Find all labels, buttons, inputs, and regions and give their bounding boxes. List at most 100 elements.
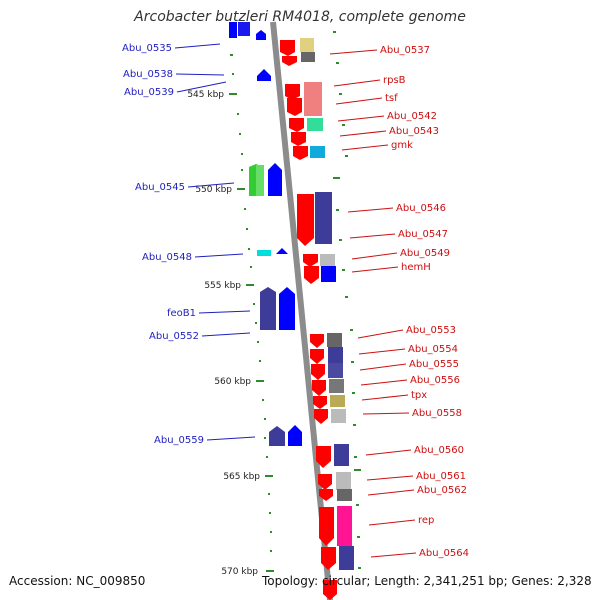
gene-feature[interactable] [321,266,336,282]
gene-label[interactable]: Abu_0554 [408,344,458,355]
minus-strand-genes [280,38,354,600]
gene-label[interactable]: Abu_0564 [419,548,469,559]
gene-feature[interactable] [312,380,326,396]
gene-label[interactable]: tsf [385,93,398,104]
gene-feature[interactable] [310,334,324,348]
gene-label[interactable]: feoB1 [167,308,196,319]
gene-feature[interactable] [310,349,324,364]
scale-label: 565 kbp [223,472,260,482]
gene-feature[interactable] [328,347,343,363]
gene-feature[interactable] [269,426,285,446]
gene-feature[interactable] [285,84,300,100]
gene-feature[interactable] [334,444,349,466]
gene-feature[interactable] [260,287,276,330]
gene-feature[interactable] [257,250,271,256]
gene-feature[interactable] [291,132,306,146]
gene-feature[interactable] [276,248,288,254]
scale-labels: 545 kbp 550 kbp 555 kbp 560 kbp 565 kbp … [187,90,260,577]
gene-feature[interactable] [321,547,336,570]
gene-label[interactable]: Abu_0552 [149,331,199,342]
gene-feature[interactable] [282,56,297,66]
gene-label[interactable]: Abu_0548 [142,252,192,263]
scale-label: 550 kbp [195,185,232,195]
gene-label[interactable]: Abu_0553 [406,325,456,336]
plus-strand-ticks [229,54,274,572]
gene-feature[interactable] [319,507,334,546]
gene-feature[interactable] [336,472,351,490]
gene-feature[interactable] [327,333,342,347]
gene-feature[interactable] [289,118,304,132]
gene-feature[interactable] [329,379,344,393]
gene-feature[interactable] [311,364,325,380]
gene-feature[interactable] [313,396,327,409]
gene-label[interactable]: Abu_0545 [135,182,185,193]
gene-feature[interactable] [318,474,332,490]
gene-feature[interactable] [288,425,302,446]
gene-label[interactable]: Abu_0535 [122,43,172,54]
gene-label[interactable]: Abu_0560 [414,445,464,456]
gene-label[interactable]: gmk [391,140,413,151]
gene-label[interactable]: rpsB [383,75,406,86]
gene-label[interactable]: hemH [401,262,431,273]
gene-feature[interactable] [256,30,266,40]
gene-feature[interactable] [331,409,346,423]
gene-label[interactable]: rep [418,515,434,526]
gene-feature[interactable] [320,254,335,266]
gene-feature[interactable] [300,38,314,52]
gene-feature[interactable] [328,363,343,378]
gene-feature[interactable] [314,409,328,424]
gene-feature[interactable] [323,580,337,600]
genome-summary-text: Topology: circular; Length: 2,341,251 bp… [262,574,592,588]
gene-feature[interactable] [257,69,271,81]
gene-feature[interactable] [316,446,331,468]
gene-label[interactable]: Abu_0546 [396,203,446,214]
left-gene-labels: Abu_0535 Abu_0538 Abu_0539 Abu_0545 Abu_… [122,43,256,446]
gene-feature[interactable] [339,546,354,570]
gene-feature[interactable] [297,194,314,246]
gene-label[interactable]: Abu_0542 [387,111,437,122]
gene-label[interactable]: Abu_0539 [124,87,174,98]
gene-label[interactable]: Abu_0561 [416,471,466,482]
genome-backbone [270,21,333,600]
gene-label[interactable]: Abu_0558 [412,408,462,419]
gene-feature[interactable] [256,165,264,196]
gene-feature[interactable] [337,489,352,501]
minus-strand-ticks [333,31,361,569]
gene-feature[interactable] [238,22,250,36]
gene-label[interactable]: Abu_0549 [400,248,450,259]
scale-label: 560 kbp [214,377,251,387]
gene-label[interactable]: Abu_0555 [409,359,459,370]
gene-label[interactable]: Abu_0538 [123,69,173,80]
gene-feature[interactable] [229,22,237,38]
gene-feature[interactable] [319,489,333,501]
gene-feature[interactable] [303,254,318,267]
gene-feature[interactable] [268,163,282,196]
accession-text: Accession: NC_009850 [9,574,146,588]
gene-label[interactable]: Abu_0537 [380,45,430,56]
scale-label: 570 kbp [221,567,258,577]
gene-label[interactable]: Abu_0547 [398,229,448,240]
gene-feature[interactable] [304,82,322,116]
gene-feature[interactable] [330,395,345,407]
right-gene-labels: Abu_0537 rpsB tsf Abu_0542 Abu_0543 gmk … [329,45,469,559]
map-title: Arcobacter butzleri RM4018, complete gen… [134,9,466,25]
gene-label[interactable]: Abu_0562 [417,485,467,496]
gene-feature[interactable] [310,146,325,158]
scale-label: 545 kbp [187,90,224,100]
gene-feature[interactable] [301,52,315,62]
gene-feature[interactable] [280,40,295,56]
gene-feature[interactable] [315,192,332,244]
gene-feature[interactable] [307,118,323,131]
gene-feature[interactable] [304,266,319,284]
scale-label: 555 kbp [204,281,241,291]
gene-label[interactable]: tpx [411,390,427,401]
gene-feature[interactable] [287,98,302,116]
gene-label[interactable]: Abu_0543 [389,126,439,137]
gene-label[interactable]: Abu_0556 [410,375,460,386]
gene-label[interactable]: Abu_0559 [154,435,204,446]
gene-feature[interactable] [279,287,295,330]
plus-strand-genes [229,22,302,446]
gene-feature[interactable] [337,506,352,546]
gene-feature[interactable] [293,146,308,160]
